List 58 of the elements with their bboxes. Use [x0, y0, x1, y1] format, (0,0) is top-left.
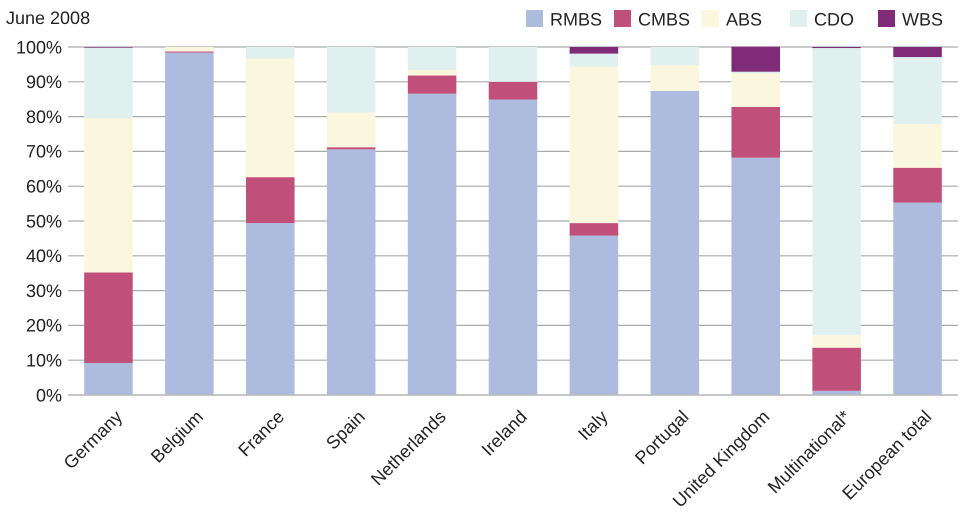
bar: [731, 106, 780, 158]
y-tick-label: 10%: [26, 350, 62, 370]
y-tick-label: 90%: [26, 72, 62, 92]
bar: [570, 54, 618, 67]
bar: [246, 58, 295, 178]
legend-label: WBS: [902, 9, 944, 30]
bar: [326, 47, 376, 112]
legend-label: CMBS: [638, 9, 690, 30]
bar: [165, 47, 214, 52]
bar: [246, 47, 295, 58]
bar: [84, 118, 133, 273]
bar: [246, 223, 295, 395]
bar: [893, 202, 942, 395]
bar: [731, 46, 780, 72]
legend-label: CDO: [814, 9, 854, 30]
bar: [488, 82, 538, 100]
bar: [408, 47, 456, 70]
bar: [570, 223, 618, 236]
bar: [650, 90, 700, 395]
bar: [812, 48, 861, 336]
bar: [812, 348, 861, 391]
legend-label: ABS: [726, 9, 762, 30]
bar: [488, 100, 538, 395]
bar: [570, 236, 618, 395]
bar: [570, 66, 618, 224]
bar: [650, 47, 700, 66]
x-tick-label: Italy: [574, 406, 612, 444]
bar: [84, 272, 133, 363]
bar: [84, 48, 133, 118]
bar: [812, 335, 861, 348]
bar: [408, 70, 456, 76]
bar: [165, 52, 214, 395]
bar: [893, 124, 942, 168]
y-tick-label: 50%: [26, 211, 62, 232]
bar: [731, 73, 780, 107]
bar: [326, 149, 376, 395]
bar: [893, 168, 942, 203]
y-tick-label: 80%: [26, 106, 62, 127]
y-tick-label: 60%: [26, 176, 62, 196]
bar: [246, 177, 295, 224]
y-tick-label: 70%: [26, 142, 62, 162]
bar: [84, 362, 133, 395]
bar: [893, 57, 942, 124]
y-tick-label: 100%: [16, 37, 62, 58]
legend-label: RMBS: [550, 9, 602, 30]
bar: [488, 47, 538, 82]
y-tick-label: 0%: [36, 385, 62, 406]
bar: [408, 76, 456, 94]
bar: [893, 47, 942, 58]
y-tick-label: 40%: [26, 246, 62, 266]
y-tick-label: 30%: [26, 280, 62, 301]
chart-title: June 2008: [6, 8, 90, 28]
bar: [731, 158, 780, 395]
y-tick-label: 20%: [26, 316, 62, 336]
bar: [650, 65, 700, 91]
bar: [326, 112, 376, 148]
bar: [570, 47, 618, 54]
bar: [408, 94, 456, 395]
